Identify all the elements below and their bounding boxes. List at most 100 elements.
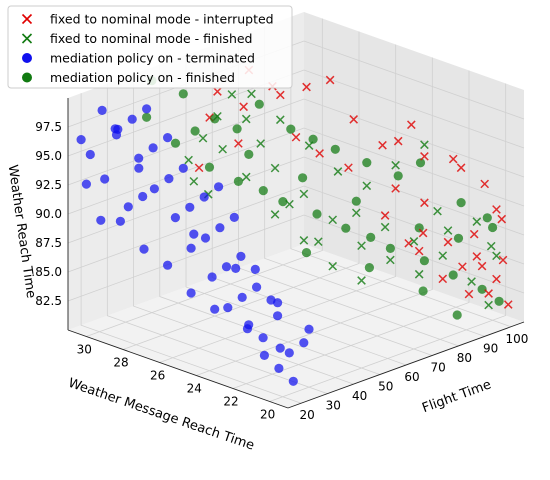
data-point-series-0 xyxy=(418,228,428,238)
grid-line-z xyxy=(67,40,525,128)
legend-label: mediation policy on - finished xyxy=(50,70,235,85)
data-point-series-2 xyxy=(178,163,188,173)
data-point-series-3 xyxy=(385,243,395,253)
z-tick-label: 85.0 xyxy=(35,265,62,279)
data-point-series-1 xyxy=(218,144,227,154)
data-point-series-3 xyxy=(190,126,200,136)
data-point-series-1 xyxy=(420,140,429,150)
data-point-series-1 xyxy=(299,236,309,245)
data-point-series-2 xyxy=(259,350,269,360)
data-point-series-2 xyxy=(304,324,314,334)
grid-line-z xyxy=(67,185,525,273)
data-point-series-2 xyxy=(250,264,260,274)
data-point-series-1 xyxy=(328,261,338,271)
data-point-series-2 xyxy=(299,338,309,348)
data-point-series-1 xyxy=(241,172,251,182)
data-point-series-0 xyxy=(484,289,493,298)
data-point-series-0 xyxy=(458,262,467,272)
z-tick-label: 97.5 xyxy=(35,120,62,134)
data-point-series-2 xyxy=(97,105,107,115)
data-point-series-3 xyxy=(494,296,504,306)
grid-line-x xyxy=(264,26,485,337)
data-point-series-2 xyxy=(96,215,106,225)
data-point-series-3 xyxy=(254,99,264,109)
x-tick-label: 20 xyxy=(299,408,314,422)
data-point-series-2 xyxy=(189,229,199,239)
grid-line-x xyxy=(290,16,512,328)
grid-line-x xyxy=(185,55,407,366)
data-point-series-0 xyxy=(393,136,403,146)
data-point-series-0 xyxy=(344,163,353,173)
grid-line-y xyxy=(86,18,323,337)
data-point-series-3 xyxy=(286,124,296,134)
data-point-series-3 xyxy=(308,134,318,144)
data-point-series-2 xyxy=(252,282,262,292)
data-point-series-1 xyxy=(256,139,265,148)
y-axis-line xyxy=(67,329,289,409)
data-point-series-1 xyxy=(333,167,343,176)
grid-lines xyxy=(67,16,525,404)
data-point-series-2 xyxy=(210,304,220,314)
data-point-series-3 xyxy=(418,286,428,296)
data-point-series-0 xyxy=(194,163,204,173)
data-point-series-0 xyxy=(492,205,501,214)
data-point-series-2 xyxy=(148,143,158,153)
data-point-series-0 xyxy=(302,82,311,92)
grid-line-x xyxy=(159,64,380,375)
legend-marker xyxy=(21,33,33,44)
data-point-series-2 xyxy=(138,191,148,202)
data-point-series-0 xyxy=(477,261,487,271)
data-point-series-3 xyxy=(453,233,464,243)
data-point-series-0 xyxy=(498,255,508,265)
x-tick-label: 60 xyxy=(404,370,419,384)
data-point-series-2 xyxy=(76,135,86,145)
data-point-series-2 xyxy=(185,202,195,212)
data-points xyxy=(76,65,513,386)
x-tick-label: 90 xyxy=(483,341,498,355)
data-point-series-1 xyxy=(247,89,256,99)
data-point-series-1 xyxy=(270,163,280,173)
data-point-series-3 xyxy=(278,197,288,207)
data-point-series-1 xyxy=(313,237,323,247)
data-point-series-0 xyxy=(276,90,285,100)
tick-labels: 20 30 40 50 60 70 80 90 100 30 28 26 24 22 20 82.5 85.0 8… xyxy=(35,120,528,422)
data-point-series-0 xyxy=(443,237,453,247)
data-point-series-1 xyxy=(227,90,237,99)
data-point-series-2 xyxy=(237,292,247,302)
data-point-series-1 xyxy=(275,115,285,125)
data-point-series-2 xyxy=(274,363,284,373)
z-axis-label: Weather Reach Time xyxy=(5,164,39,299)
data-point-series-1 xyxy=(299,189,309,199)
data-point-series-2 xyxy=(186,243,196,253)
data-point-series-1 xyxy=(184,155,193,165)
data-point-series-3 xyxy=(258,186,268,196)
data-point-series-1 xyxy=(409,237,419,246)
data-point-series-3 xyxy=(233,176,243,186)
data-point-series-2 xyxy=(186,288,196,298)
data-point-series-0 xyxy=(472,252,482,261)
z-tick-label: 90.0 xyxy=(35,207,62,221)
data-point-series-1 xyxy=(492,251,501,261)
data-point-series-2 xyxy=(275,343,285,353)
data-point-series-1 xyxy=(328,215,338,225)
data-point-series-1 xyxy=(484,300,493,310)
grid-line-z xyxy=(67,98,525,186)
data-point-series-0 xyxy=(234,139,243,148)
data-point-series-0 xyxy=(464,289,474,299)
data-point-series-2 xyxy=(200,233,211,243)
data-point-series-1 xyxy=(241,114,251,124)
data-point-series-0 xyxy=(492,274,501,284)
x-tick-label: 50 xyxy=(378,380,393,394)
data-point-series-2 xyxy=(134,153,144,163)
data-point-series-3 xyxy=(448,270,458,280)
z-tick-label: 92.5 xyxy=(35,178,62,192)
data-point-series-3 xyxy=(488,222,498,233)
data-point-series-0 xyxy=(404,238,414,248)
data-point-series-1 xyxy=(362,181,372,191)
grid-line-z xyxy=(67,69,525,157)
x-axis-label: Flight Time xyxy=(420,377,493,416)
data-point-series-3 xyxy=(330,144,340,154)
data-point-series-2 xyxy=(123,202,133,212)
data-point-series-2 xyxy=(236,251,246,261)
legend: fixed to nominal mode - interrupted fixed… xyxy=(7,5,293,89)
